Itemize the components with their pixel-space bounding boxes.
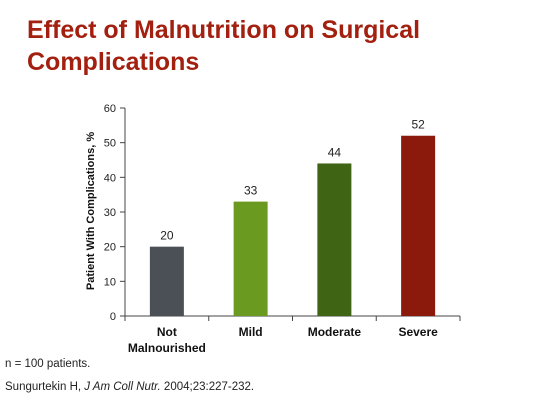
bar-3	[317, 163, 352, 316]
y-tick-label: 60	[104, 103, 116, 115]
bar-2	[233, 201, 268, 316]
data-label: 44	[328, 145, 342, 159]
x-tick-label: Malnourished	[128, 341, 206, 355]
citation-journal: J Am Coll Nutr.	[84, 381, 161, 393]
x-tick-label: Severe	[398, 325, 438, 339]
y-tick-label: 40	[104, 172, 116, 184]
citation-author: Sungurtekin H,	[5, 381, 85, 393]
x-tick-label: Moderate	[308, 325, 362, 339]
bar-4	[401, 135, 436, 316]
citation: Sungurtekin H, J Am Coll Nutr. 2004;23:2…	[5, 381, 254, 393]
data-label: 20	[160, 229, 174, 243]
y-tick-label: 0	[110, 311, 116, 323]
y-tick-label: 50	[104, 138, 116, 150]
y-tick-label: 20	[104, 242, 116, 254]
x-tick-label: Not	[157, 325, 177, 339]
footnote: n = 100 patients.	[5, 358, 91, 370]
citation-details: 2004;23:227-232.	[160, 381, 255, 393]
y-tick-label: 10	[104, 276, 116, 288]
bar-1	[149, 246, 184, 316]
x-tick-label: Mild	[239, 325, 263, 339]
data-label: 52	[411, 118, 425, 132]
data-label: 33	[244, 184, 258, 198]
y-axis-label: Patient With Complications, %	[85, 132, 97, 290]
slide-title: Effect of Malnutrition on Surgical Compl…	[27, 16, 421, 76]
y-tick-label: 30	[104, 207, 116, 219]
